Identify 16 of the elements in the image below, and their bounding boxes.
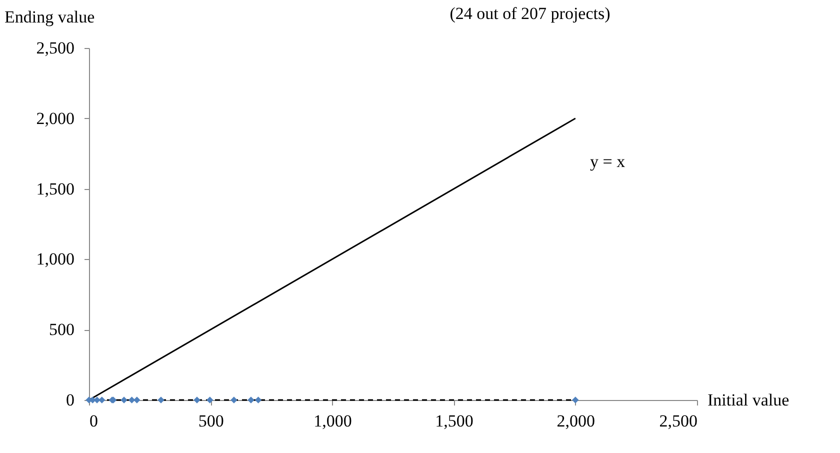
y-tick-label: 500 bbox=[49, 320, 74, 340]
y-tick-label: 0 bbox=[66, 390, 74, 410]
x-tick-label: 1,500 bbox=[435, 412, 474, 430]
x-tick-label: 2,000 bbox=[556, 412, 596, 430]
y-tick-label: 1,500 bbox=[36, 179, 74, 198]
y-tick-label: 2,000 bbox=[36, 108, 74, 128]
y-tick-label: 2,500 bbox=[36, 38, 74, 58]
x-tick-label: 500 bbox=[198, 412, 224, 430]
chart-title: (24 out of 207 projects) bbox=[450, 4, 610, 23]
y-tick-label: 1,000 bbox=[36, 250, 74, 269]
x-tick-label: 1,000 bbox=[314, 412, 352, 430]
x-tick-label: 2,500 bbox=[659, 412, 698, 430]
x-tick-label: 0 bbox=[90, 412, 98, 430]
x-axis-title: Initial value bbox=[708, 390, 790, 410]
annotation: y = x bbox=[590, 152, 626, 171]
y-axis-title: Ending value bbox=[4, 8, 95, 26]
